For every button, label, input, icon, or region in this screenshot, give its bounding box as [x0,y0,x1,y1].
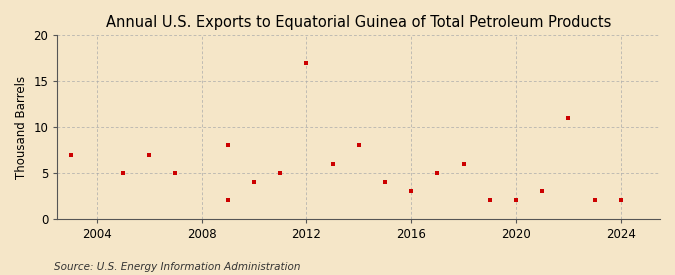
Point [222,198,233,203]
Point [222,143,233,148]
Point [144,152,155,157]
Point [65,152,76,157]
Y-axis label: Thousand Barrels: Thousand Barrels [15,75,28,178]
Point [510,198,521,203]
Point [616,198,626,203]
Point [379,180,390,184]
Point [170,171,181,175]
Point [432,171,443,175]
Point [117,171,128,175]
Point [248,180,259,184]
Point [406,189,416,193]
Point [458,161,469,166]
Title: Annual U.S. Exports to Equatorial Guinea of Total Petroleum Products: Annual U.S. Exports to Equatorial Guinea… [106,15,612,30]
Point [485,198,495,203]
Point [353,143,364,148]
Point [537,189,547,193]
Point [563,116,574,120]
Point [275,171,286,175]
Point [589,198,600,203]
Point [327,161,338,166]
Text: Source: U.S. Energy Information Administration: Source: U.S. Energy Information Administ… [54,262,300,272]
Point [301,61,312,65]
